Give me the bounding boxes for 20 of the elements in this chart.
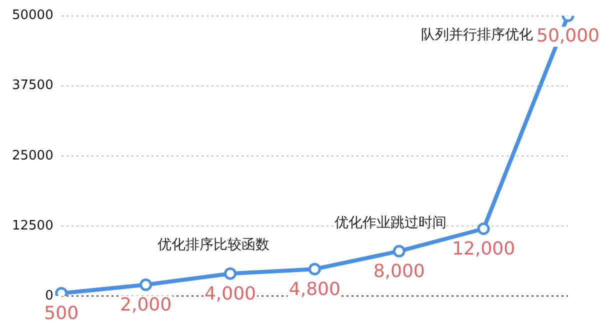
data-label: 8,000 [373, 260, 425, 282]
data-label: 4,800 [288, 278, 340, 300]
y-tick-label: 25000 [12, 148, 54, 164]
point [308, 262, 321, 276]
y-tick-label: 37500 [12, 78, 54, 94]
point [140, 278, 152, 292]
data-label: 2,000 [120, 294, 172, 316]
data-label: 500 [44, 302, 79, 324]
annotation: 优化作业跳过时间 [334, 214, 447, 231]
y-tick-label: 12500 [12, 218, 54, 234]
point [477, 222, 490, 235]
data-label: 4,000 [204, 283, 256, 304]
data-label: 50,000 [536, 25, 600, 46]
point [392, 244, 406, 258]
point [224, 267, 236, 280]
y-tick-label: 0 [45, 288, 54, 304]
data-label: 12,000 [452, 238, 516, 260]
annotation: 优化排序比较函数 [157, 237, 270, 254]
annotation: 队列并行排序优化 [420, 27, 533, 44]
y-tick-label: 50000 [12, 8, 54, 24]
